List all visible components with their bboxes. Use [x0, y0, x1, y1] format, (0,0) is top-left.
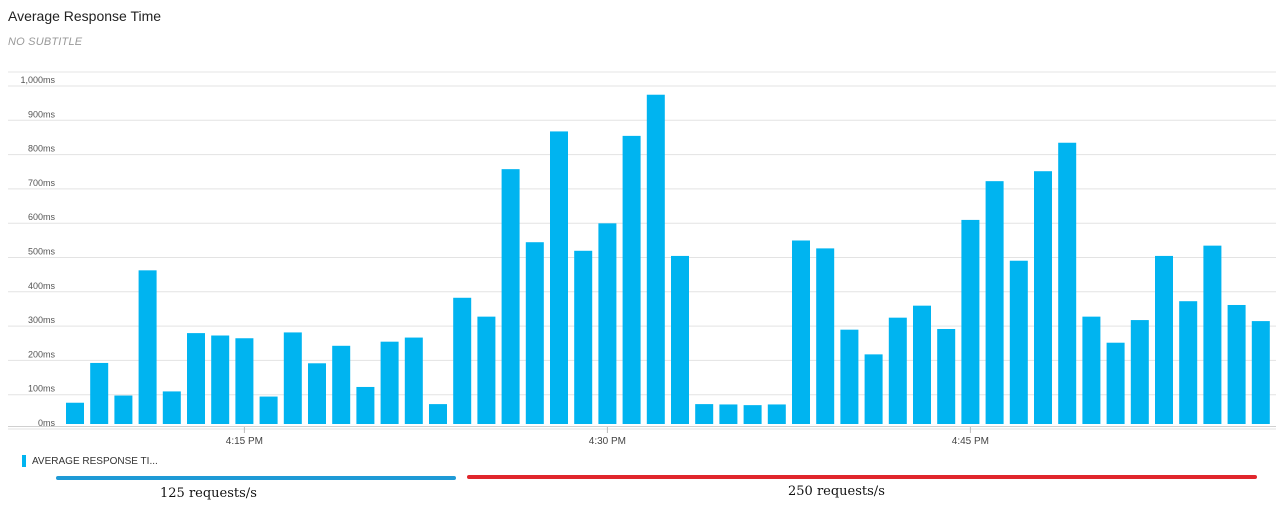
- bar: [283, 332, 302, 424]
- legend[interactable]: AVERAGE RESPONSE TI...: [22, 455, 158, 467]
- y-tick-label: 100ms: [28, 384, 56, 394]
- bar: [1227, 304, 1246, 424]
- y-tick-label: 900ms: [28, 109, 56, 119]
- bar: [1058, 142, 1077, 425]
- bar: [356, 386, 375, 424]
- annotation-bar-125: [56, 476, 456, 480]
- bar: [162, 391, 181, 424]
- chart-title: Average Response Time: [8, 8, 162, 24]
- bar: [453, 297, 472, 424]
- annotation-label-125: 125 requests/s: [160, 486, 257, 501]
- bar: [525, 242, 544, 424]
- bar: [1179, 301, 1198, 424]
- bar: [90, 362, 109, 424]
- bar: [767, 404, 786, 424]
- bar: [1034, 171, 1052, 424]
- bar: [138, 270, 157, 424]
- bar: [646, 94, 665, 424]
- legend-swatch: [22, 455, 26, 467]
- x-tick-label: 4:30 PM: [589, 436, 626, 447]
- bar: [429, 404, 447, 424]
- bar: [332, 345, 351, 424]
- bar-chart: 0ms 100ms 200ms 300ms 400ms 500ms 600ms 700ms 80…: [8, 71, 1276, 447]
- legend-label: AVERAGE RESPONSE TI...: [32, 455, 158, 467]
- bar: [816, 248, 835, 424]
- bar: [66, 402, 84, 424]
- y-tick-label: 0ms: [38, 418, 56, 428]
- chart-subtitle: NO SUBTITLE: [8, 36, 83, 48]
- bar: [1082, 316, 1101, 424]
- bar: [308, 363, 326, 424]
- bar: [1155, 255, 1173, 424]
- y-tick-label: 300ms: [28, 315, 56, 325]
- bar: [477, 316, 496, 424]
- bar: [937, 328, 956, 424]
- bar: [574, 250, 593, 424]
- bar: [743, 405, 762, 424]
- bar: [211, 335, 230, 424]
- y-tick-label: 600ms: [28, 212, 56, 222]
- bar: [1009, 260, 1028, 424]
- bar: [622, 135, 641, 424]
- bar: [695, 404, 714, 424]
- bar: [1251, 321, 1270, 424]
- bar: [1130, 320, 1149, 424]
- bar: [985, 181, 1004, 424]
- y-tick-label: 400ms: [28, 281, 56, 291]
- bar: [235, 338, 254, 424]
- bar: [259, 396, 278, 424]
- bar: [719, 404, 738, 424]
- bar: [404, 337, 423, 424]
- y-tick-label: 200ms: [28, 349, 56, 359]
- bar: [792, 240, 810, 424]
- y-tick-label: 1,000ms: [20, 75, 55, 85]
- bar: [1203, 245, 1222, 424]
- y-tick-label: 700ms: [28, 178, 56, 188]
- bar: [864, 354, 883, 424]
- bar: [114, 395, 133, 424]
- bar: [550, 131, 568, 424]
- bar: [913, 305, 931, 424]
- bar: [598, 223, 617, 424]
- bar: [187, 333, 205, 424]
- x-tick-label: 4:45 PM: [952, 436, 989, 447]
- y-tick-label: 800ms: [28, 144, 56, 154]
- bar: [961, 219, 980, 424]
- bar: [888, 317, 907, 424]
- annotation-bar-250: [467, 475, 1257, 479]
- x-tick-label: 4:15 PM: [226, 436, 263, 447]
- annotation-label-250: 250 requests/s: [788, 484, 885, 499]
- bar: [380, 341, 399, 424]
- bar: [1106, 342, 1125, 424]
- bar: [840, 329, 859, 424]
- y-tick-label: 500ms: [28, 247, 56, 257]
- bar: [501, 169, 520, 424]
- bar: [671, 255, 689, 424]
